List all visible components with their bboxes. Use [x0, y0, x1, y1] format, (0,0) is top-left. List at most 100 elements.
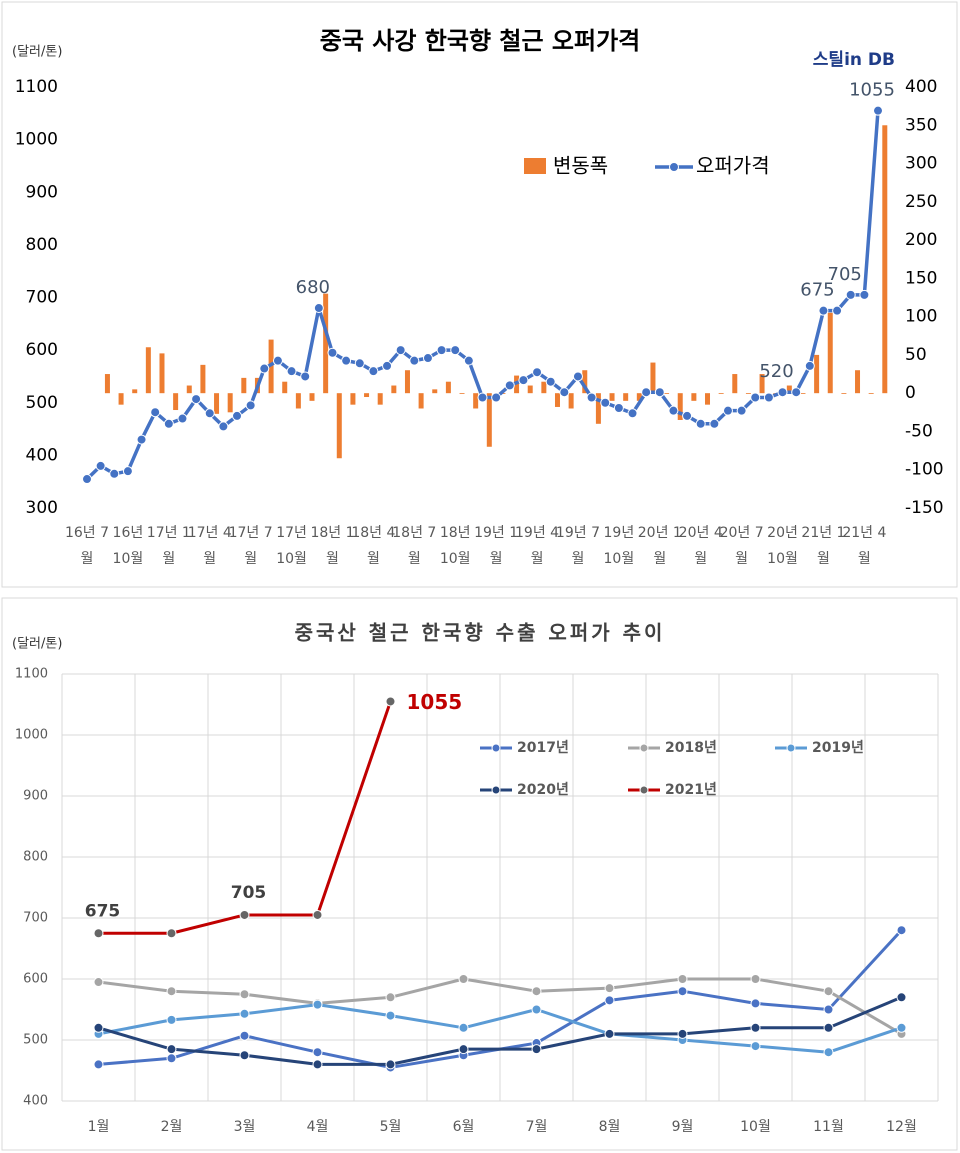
marker — [245, 400, 256, 411]
marker — [600, 397, 611, 408]
marker — [677, 974, 688, 984]
marker — [586, 392, 597, 403]
marker — [845, 289, 856, 300]
marker — [763, 392, 774, 403]
bar — [364, 393, 370, 398]
data-label: 680 — [296, 277, 330, 298]
marker — [545, 376, 556, 387]
bar — [623, 393, 629, 401]
y-tick-label: 700 — [23, 911, 48, 926]
y-tick-label: 800 — [26, 235, 58, 255]
bar — [336, 393, 342, 459]
x-tick-label: 20년 1월 — [637, 525, 682, 567]
line — [98, 995, 903, 1066]
marker — [450, 345, 461, 356]
marker — [531, 1044, 542, 1055]
chart-title: 중국산 철근 한국향 수출 오퍼가 추이 — [295, 621, 666, 645]
marker — [823, 1004, 834, 1015]
legend-label: 2017년 — [517, 740, 569, 756]
legend-label: 2021년 — [665, 782, 717, 798]
data-label: 520 — [759, 361, 793, 382]
marker — [750, 998, 761, 1009]
bar — [677, 393, 683, 420]
legend-label: 변동폭 — [553, 154, 608, 178]
bar — [214, 393, 220, 414]
y2-tick-label: -150 — [905, 498, 944, 518]
bar — [173, 393, 179, 411]
x-tick-label: 12월 — [886, 1119, 917, 1135]
x-tick-label: 17년 10월 — [276, 525, 307, 567]
marker — [604, 983, 615, 994]
marker — [736, 405, 747, 416]
marker — [709, 418, 720, 429]
marker — [93, 977, 104, 988]
marker — [341, 355, 352, 366]
y-tick-label: 400 — [23, 1094, 48, 1109]
marker — [385, 1010, 396, 1021]
marker — [312, 1059, 323, 1070]
marker — [300, 371, 311, 382]
legend-label: 오퍼가격 — [696, 154, 770, 178]
x-tick-label: 21년 1월 — [801, 525, 846, 567]
marker — [368, 366, 379, 377]
marker — [136, 434, 147, 445]
bar — [241, 377, 247, 394]
y-tick-label: 900 — [23, 789, 48, 804]
marker — [750, 1041, 761, 1052]
y2-tick-label: -100 — [905, 460, 944, 480]
marker — [354, 358, 365, 369]
bar — [868, 393, 874, 394]
marker — [458, 974, 469, 984]
legend-swatch — [491, 785, 501, 795]
x-tick-label: 11월 — [813, 1119, 844, 1135]
bar — [377, 393, 383, 405]
x-tick-label: 6월 — [453, 1119, 475, 1135]
y-tick-label: 1100 — [15, 77, 58, 97]
x-tick-label: 20년 7월 — [719, 525, 764, 567]
y-tick-label: 500 — [26, 393, 58, 413]
chart-frame — [1, 597, 958, 1151]
chart-frame — [1, 1, 958, 588]
marker — [204, 408, 215, 419]
legend-swatch — [639, 743, 649, 753]
y2-tick-label: 400 — [905, 77, 937, 97]
marker — [93, 1022, 104, 1033]
marker — [191, 394, 202, 405]
bar — [595, 393, 601, 424]
bar — [145, 347, 151, 394]
bar — [418, 393, 424, 409]
marker — [896, 1022, 907, 1033]
y2-tick-label: 350 — [905, 115, 937, 135]
y-tick-label: 600 — [23, 972, 48, 987]
bar — [841, 393, 847, 394]
x-tick-label: 20년 4월 — [678, 525, 723, 567]
data-label: 675 — [85, 901, 121, 921]
y2-tick-label: 300 — [905, 154, 937, 174]
bar — [295, 393, 301, 409]
bar — [568, 393, 574, 409]
marker — [518, 375, 529, 386]
marker — [395, 345, 406, 356]
x-tick-label: 16년 10월 — [112, 525, 144, 567]
marker — [677, 1028, 688, 1039]
bar — [855, 370, 861, 394]
marker — [832, 305, 843, 316]
marker — [239, 1050, 250, 1061]
y2-tick-label: 50 — [905, 345, 927, 365]
bar — [882, 125, 888, 394]
data-label: 705 — [828, 264, 862, 285]
y-tick-label: 600 — [26, 340, 58, 360]
bar — [582, 370, 588, 394]
bar — [636, 393, 642, 401]
marker — [166, 1014, 177, 1025]
y-tick-label: 300 — [26, 498, 58, 518]
marker — [463, 355, 474, 366]
y-tick-label: 500 — [23, 1033, 48, 1048]
marker — [531, 986, 542, 997]
bar — [732, 374, 738, 394]
marker — [531, 1004, 542, 1015]
bar — [800, 393, 806, 394]
bar — [323, 293, 329, 394]
marker — [166, 1044, 177, 1055]
line — [98, 977, 903, 1036]
